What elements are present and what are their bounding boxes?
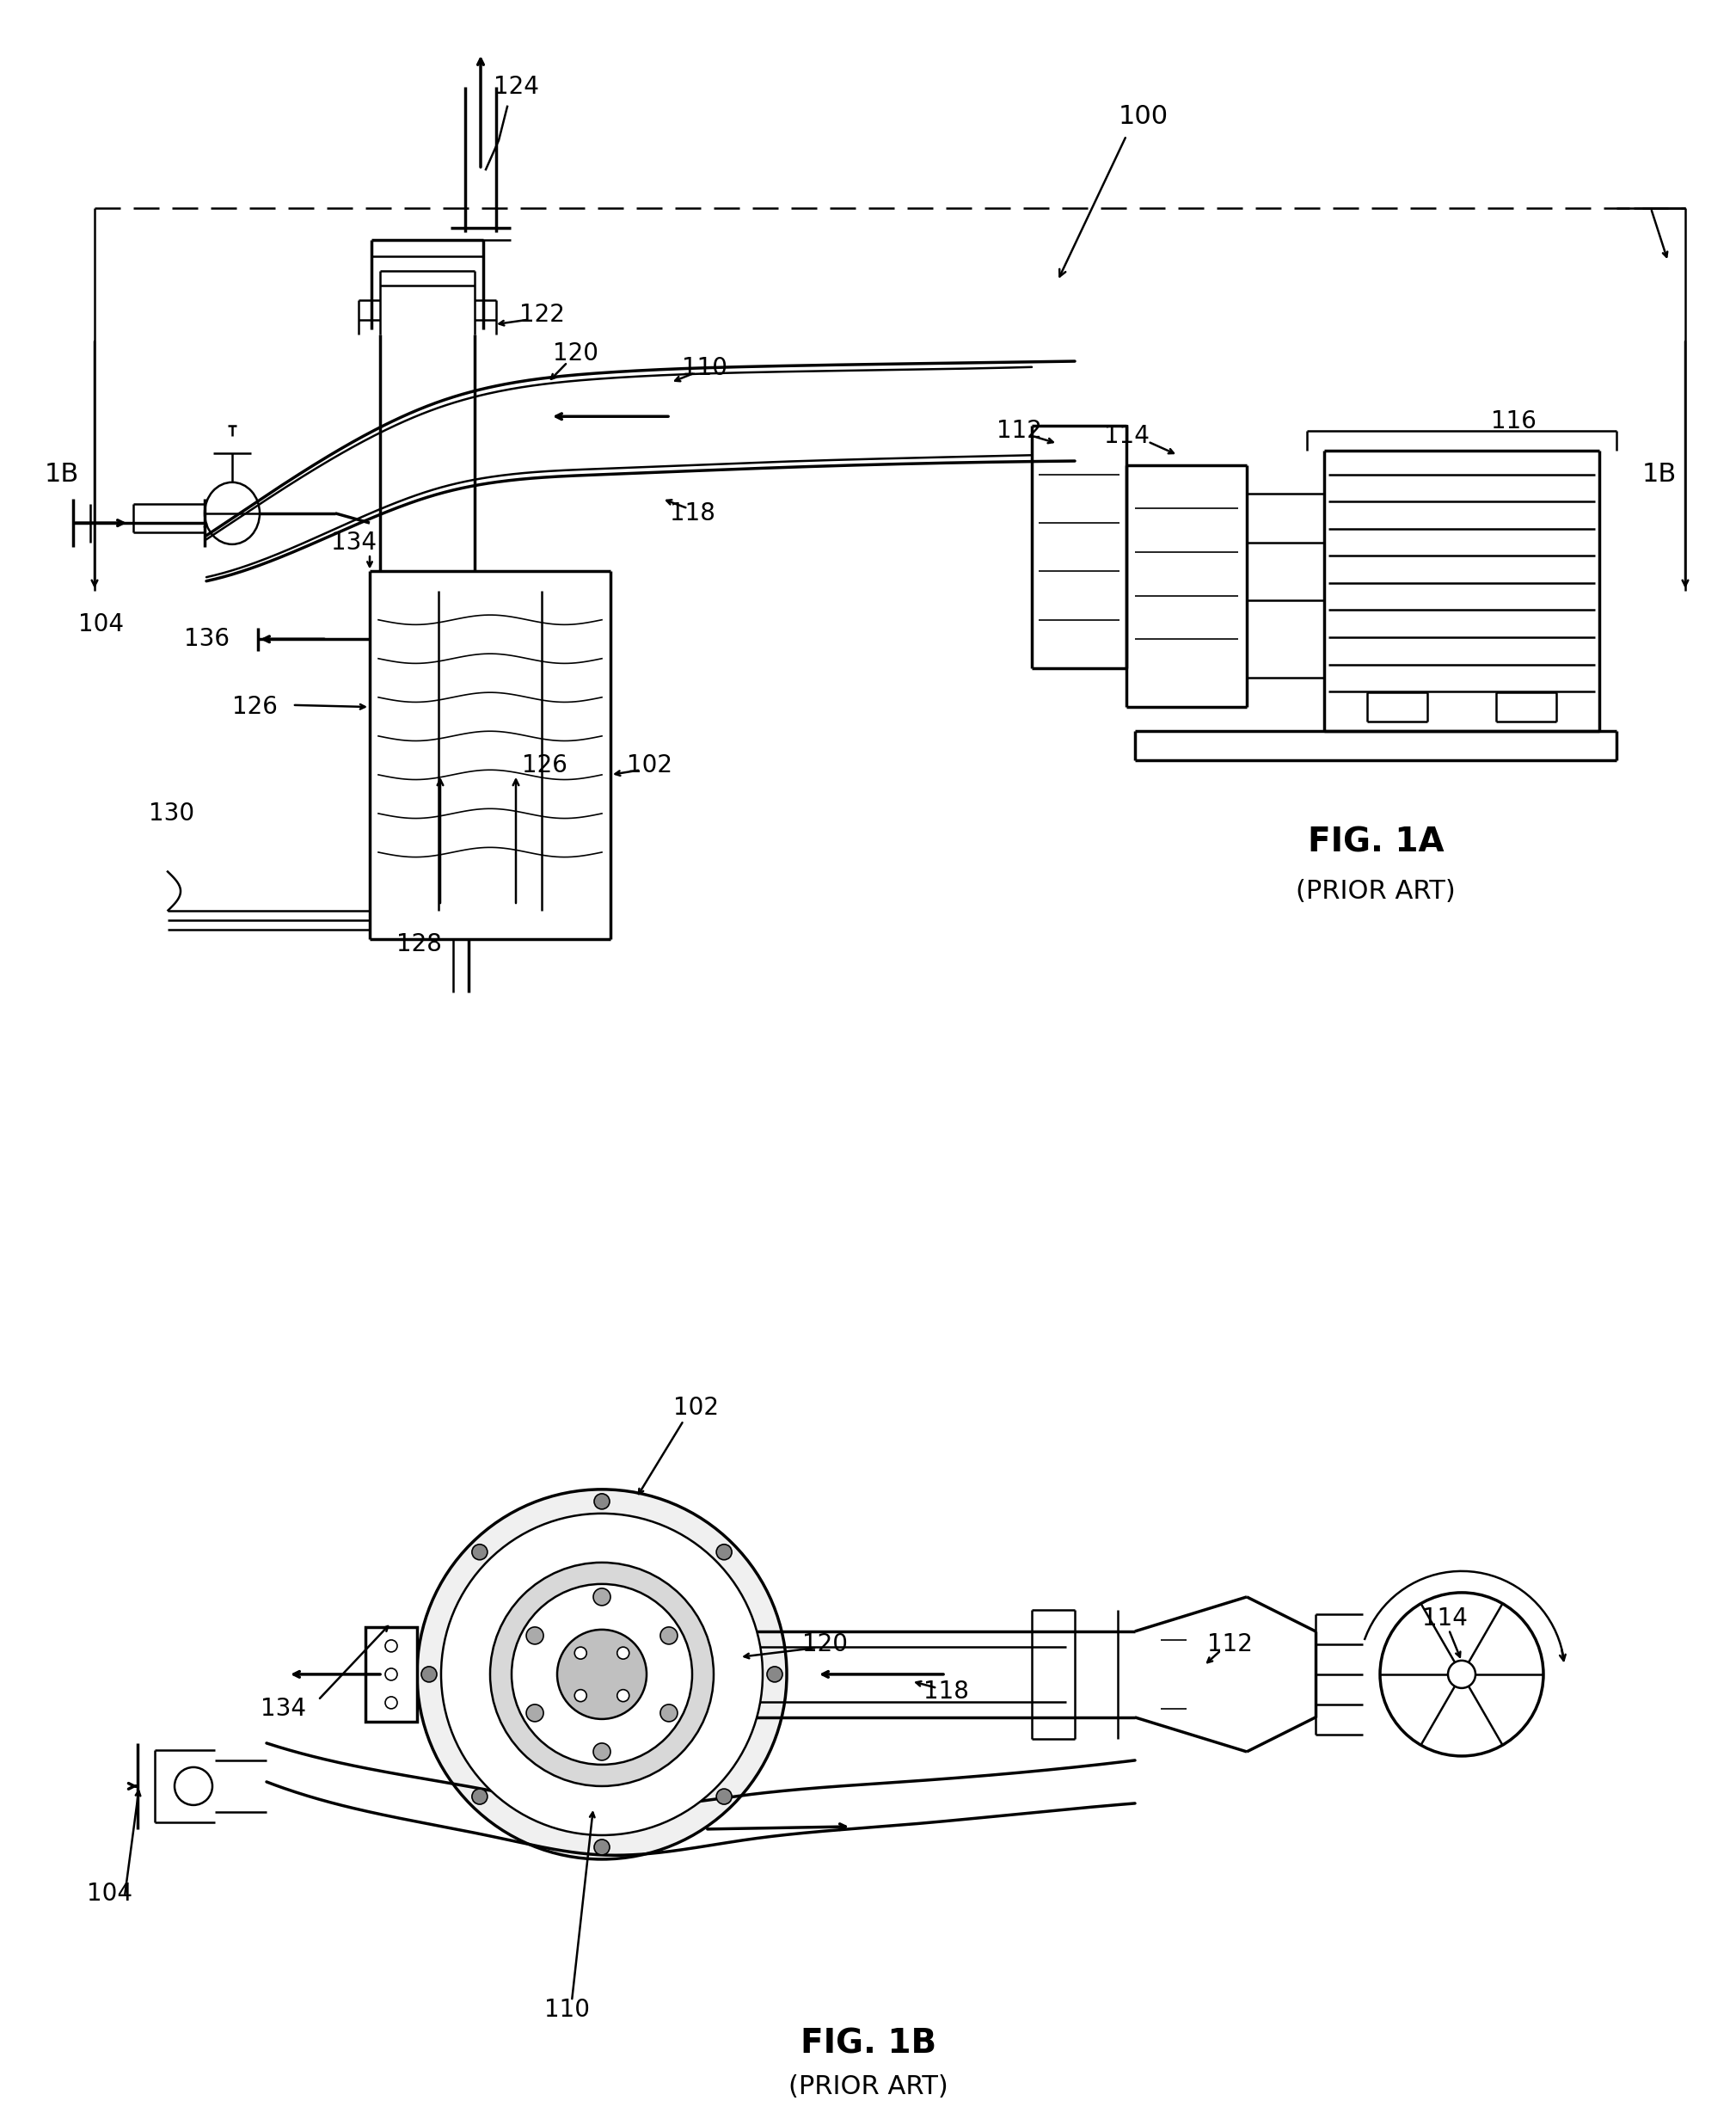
Circle shape bbox=[472, 1790, 488, 1805]
Text: 130: 130 bbox=[149, 801, 194, 826]
Circle shape bbox=[512, 1585, 693, 1764]
Circle shape bbox=[616, 1646, 628, 1659]
Circle shape bbox=[385, 1640, 398, 1652]
Circle shape bbox=[1448, 1661, 1476, 1688]
Circle shape bbox=[385, 1697, 398, 1709]
Circle shape bbox=[717, 1545, 733, 1559]
Circle shape bbox=[422, 1667, 437, 1682]
Circle shape bbox=[490, 1562, 713, 1785]
Circle shape bbox=[472, 1545, 488, 1559]
Circle shape bbox=[557, 1629, 646, 1720]
Text: 114: 114 bbox=[1422, 1606, 1467, 1631]
Text: 128: 128 bbox=[396, 932, 441, 957]
Text: 1B: 1B bbox=[45, 463, 80, 486]
Circle shape bbox=[205, 482, 260, 545]
Circle shape bbox=[660, 1705, 677, 1722]
Text: FIG. 1A: FIG. 1A bbox=[1307, 826, 1444, 858]
Circle shape bbox=[594, 1494, 609, 1509]
Text: 102: 102 bbox=[627, 752, 672, 778]
Circle shape bbox=[594, 1840, 609, 1855]
Text: 124: 124 bbox=[493, 76, 538, 99]
Text: 116: 116 bbox=[1491, 410, 1536, 433]
Text: 122: 122 bbox=[519, 302, 564, 328]
Text: 136: 136 bbox=[184, 628, 229, 651]
Text: 1B: 1B bbox=[1642, 463, 1677, 486]
Bar bbox=[366, 1627, 417, 1722]
Text: 104: 104 bbox=[78, 613, 125, 636]
Circle shape bbox=[575, 1646, 587, 1659]
Text: 100: 100 bbox=[1118, 104, 1168, 129]
Text: 110: 110 bbox=[682, 355, 727, 380]
Text: 134: 134 bbox=[260, 1697, 307, 1720]
Circle shape bbox=[594, 1743, 611, 1760]
Circle shape bbox=[526, 1705, 543, 1722]
Text: 102: 102 bbox=[674, 1395, 719, 1420]
Circle shape bbox=[441, 1513, 762, 1836]
Text: 112: 112 bbox=[996, 418, 1042, 444]
Text: 120: 120 bbox=[554, 342, 599, 366]
Circle shape bbox=[660, 1627, 677, 1644]
Text: 126: 126 bbox=[521, 752, 568, 778]
Text: 126: 126 bbox=[233, 695, 278, 718]
Circle shape bbox=[175, 1766, 212, 1805]
Text: 112: 112 bbox=[1207, 1631, 1252, 1657]
Circle shape bbox=[575, 1690, 587, 1701]
Text: 134: 134 bbox=[332, 530, 377, 554]
Text: (PRIOR ART): (PRIOR ART) bbox=[788, 2075, 948, 2100]
Text: 110: 110 bbox=[545, 1997, 590, 2022]
Text: 118: 118 bbox=[924, 1680, 969, 1703]
Text: FIG. 1B: FIG. 1B bbox=[800, 2028, 936, 2060]
Text: 120: 120 bbox=[802, 1631, 849, 1657]
Text: (PRIOR ART): (PRIOR ART) bbox=[1295, 879, 1455, 904]
Circle shape bbox=[526, 1627, 543, 1644]
Circle shape bbox=[616, 1690, 628, 1701]
Circle shape bbox=[717, 1790, 733, 1805]
Circle shape bbox=[385, 1669, 398, 1680]
Circle shape bbox=[594, 1589, 611, 1606]
Circle shape bbox=[767, 1667, 783, 1682]
Circle shape bbox=[417, 1490, 786, 1859]
Text: 104: 104 bbox=[87, 1881, 132, 1906]
Text: 118: 118 bbox=[670, 501, 715, 526]
Text: 114: 114 bbox=[1104, 425, 1149, 448]
